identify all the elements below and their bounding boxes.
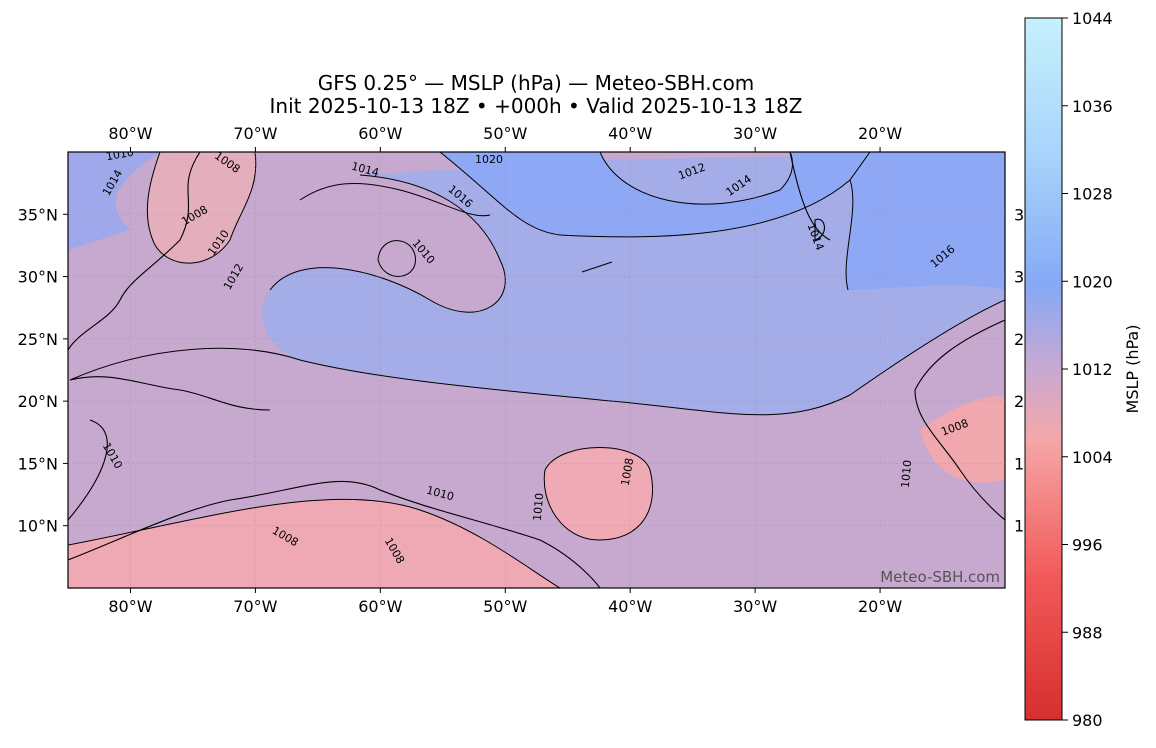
lon-tick-label: 60°W (358, 124, 402, 143)
lon-tick-label: 70°W (233, 597, 277, 616)
contour (146, 152, 257, 264)
lon-tick-label: 20°W (858, 597, 902, 616)
lon-tick-label: 30°W (733, 597, 777, 616)
contour (299, 183, 491, 217)
lon-tick-label: 50°W (483, 597, 527, 616)
coastline (68, 152, 201, 351)
coastline (69, 376, 271, 411)
coastline (68, 419, 601, 588)
coastline (581, 152, 831, 273)
lon-tick-label: 40°W (608, 124, 652, 143)
colorbar-tick-label: 996 (1072, 536, 1103, 555)
contour (377, 240, 416, 277)
lon-tick-label: 80°W (108, 597, 152, 616)
colorbar-tick-label: 1044 (1072, 9, 1113, 28)
lon-tick-label: 80°W (108, 124, 152, 143)
low-pressure-africa (920, 396, 1005, 483)
lon-tick-label: 30°W (733, 124, 777, 143)
lon-tick-label: 20°W (858, 124, 902, 143)
colorbar-tick-label: 988 (1072, 623, 1103, 642)
lat-tick-label: 10°N (18, 517, 58, 536)
contour (269, 174, 506, 313)
lon-tick-label: 40°W (608, 597, 652, 616)
colorbar-tick-label: 1012 (1072, 360, 1113, 379)
colorbar-label: MSLP (hPa) (1123, 325, 1142, 414)
high-pressure-core (440, 152, 1005, 290)
title: GFS 0.25° — MSLP (hPa) — Meteo-SBH.com (318, 71, 755, 95)
subtitle: Init 2025-10-13 18Z • +000h • Valid 2025… (270, 94, 803, 118)
clipped-lat-label: 1 (1014, 517, 1024, 536)
lat-tick-label: 15°N (18, 454, 58, 473)
contour (845, 152, 871, 291)
contour (69, 299, 1005, 416)
clipped-lat-label: 2 (1014, 330, 1024, 349)
lat-tick-label: 35°N (18, 205, 58, 224)
contour-label: 1010 (899, 459, 914, 488)
coastline (914, 319, 1005, 521)
lat-tick-label: 25°N (18, 330, 58, 349)
low-pressure-east (544, 447, 653, 540)
map-field: 1010 1014 1008 1008 1010 1012 1020 1014 … (68, 146, 1005, 588)
high-pressure-west (68, 152, 160, 250)
low-pressure-north (147, 152, 256, 264)
contour-label: 1008 (619, 457, 637, 487)
colorbar (1024, 17, 1063, 721)
lat-tick-label: 20°N (18, 392, 58, 411)
lon-tick-label: 50°W (483, 124, 527, 143)
lat-tick-label: 30°N (18, 268, 58, 287)
high-pressure-area (262, 152, 1005, 415)
contour-label: 1020 (475, 153, 503, 166)
lon-tick-label: 70°W (233, 124, 277, 143)
clipped-lat-label: 2 (1014, 392, 1024, 411)
contour (68, 498, 561, 588)
colorbar-tick-label: 1020 (1072, 272, 1113, 291)
clipped-lat-label: 1 (1014, 454, 1024, 473)
colorbar-tick-label: 1028 (1072, 185, 1113, 204)
contour-label: 1010 (531, 492, 546, 521)
colorbar-tick-label: 980 (1072, 711, 1103, 730)
colorbar-tick-label: 1004 (1072, 448, 1113, 467)
clipped-lat-label: 3 (1014, 205, 1024, 224)
watermark: Meteo-SBH.com (880, 568, 1000, 586)
contour-label: 1010 (105, 146, 135, 164)
map-frame (67, 151, 1006, 589)
low-pressure-south (68, 499, 560, 588)
contour (543, 447, 654, 541)
lon-tick-label: 60°W (358, 597, 402, 616)
clipped-labels: 3 3 2 2 1 1 (1014, 205, 1024, 535)
colorbar-tick-label: 1036 (1072, 97, 1113, 116)
clipped-lat-label: 3 (1014, 268, 1024, 287)
contour (439, 152, 851, 238)
